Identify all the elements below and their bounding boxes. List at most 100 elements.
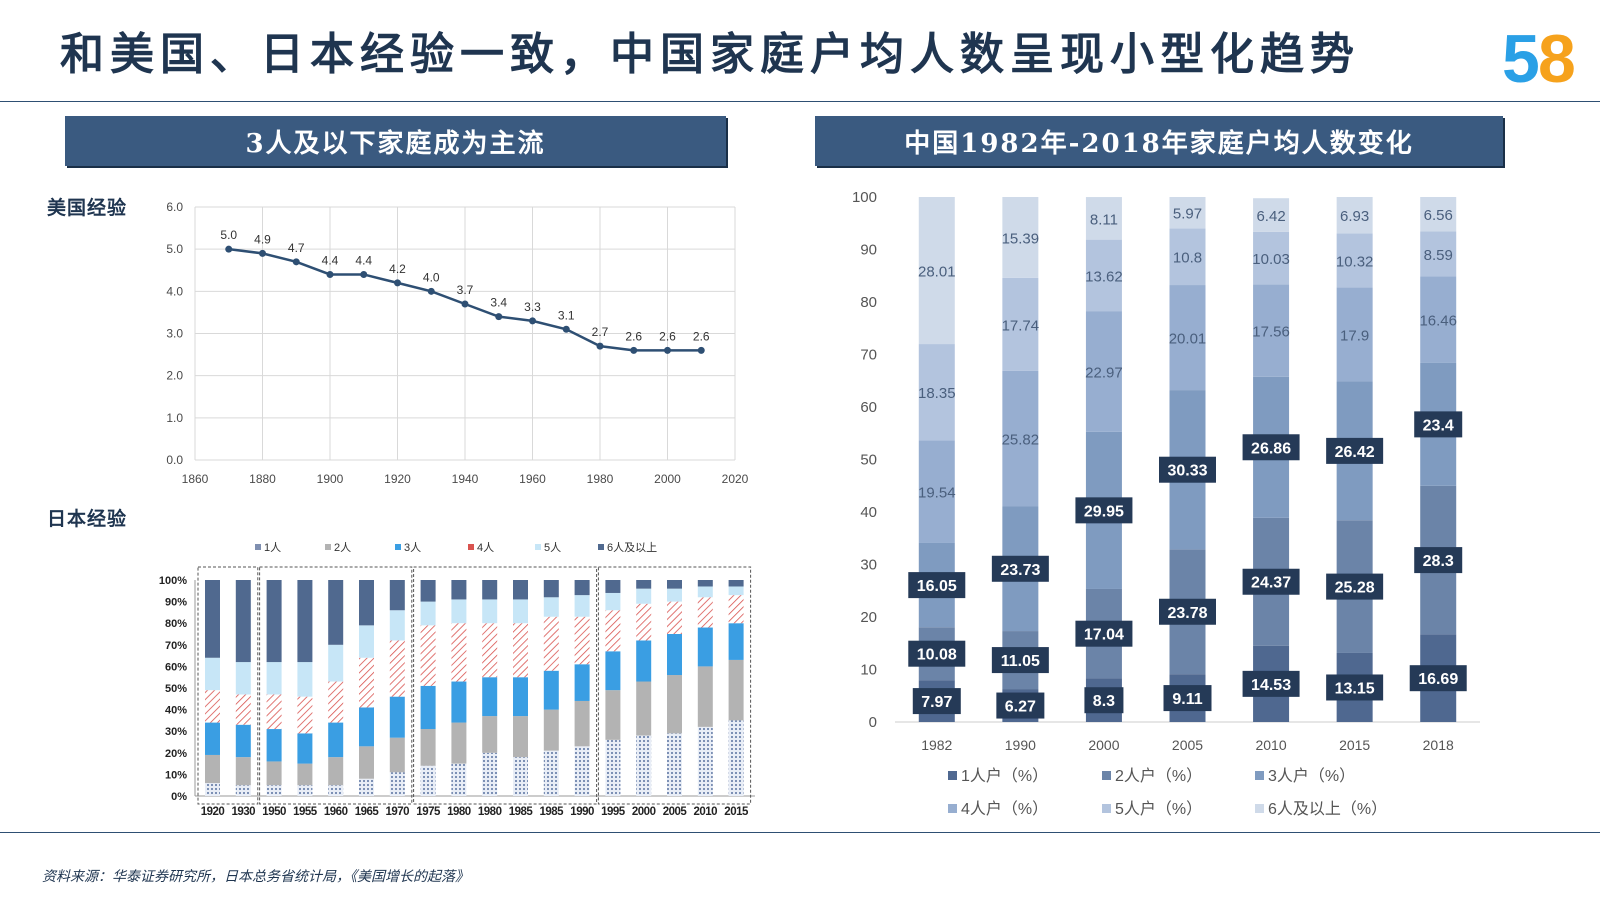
jp-bar-segment xyxy=(513,716,528,758)
jp-bar-segment xyxy=(543,670,559,710)
us-line-chart: 0.0 1.0 2.0 3.0 4.0 5.0 6.0 1860 1880 1900 1920 194… xyxy=(166,200,749,486)
cn-value-label: 28.3 xyxy=(1423,553,1454,570)
jp-xtick-label: 1960 xyxy=(324,806,348,818)
us-data-point xyxy=(664,346,671,354)
cn-ytick-label: 90 xyxy=(860,242,877,259)
cn-value-label: 10.08 xyxy=(917,647,957,664)
jp-bar-segment xyxy=(235,580,251,663)
cn-value-label: 30.33 xyxy=(1167,463,1207,480)
cn-value-label: 10.8 xyxy=(1173,250,1202,267)
jp-bar-segment xyxy=(636,681,652,736)
us-data-label: 4.2 xyxy=(389,262,406,276)
jp-bar-segment xyxy=(513,599,528,624)
jp-bar-segment xyxy=(205,783,220,796)
jp-legend-label: 5人 xyxy=(544,541,561,554)
cn-value-label: 18.35 xyxy=(918,385,956,402)
jp-xtick-label: 1930 xyxy=(232,806,256,818)
jp-legend-label: 3人 xyxy=(404,541,421,554)
cn-bar-segment xyxy=(1253,231,1290,285)
jp-ytick-label: 90% xyxy=(165,597,187,609)
jp-xtick-label: 1985 xyxy=(509,806,534,818)
cn-bar-segment xyxy=(1169,197,1206,229)
cn-value-badge xyxy=(1163,685,1212,712)
us-data-label: 3.3 xyxy=(524,300,541,314)
us-xtick-label: 1860 xyxy=(182,472,209,486)
cn-value-label: 23.4 xyxy=(1423,417,1454,434)
jp-bar-segment xyxy=(359,580,374,626)
cn-value-label: 8.59 xyxy=(1424,247,1453,264)
cn-value-label: 15.39 xyxy=(1002,230,1040,247)
cn-value-badge xyxy=(912,688,961,715)
cn-value-badge xyxy=(1075,620,1133,647)
us-data-label: 2.7 xyxy=(592,325,609,339)
cn-value-label: 20.01 xyxy=(1169,331,1207,348)
cn-value-label: 6.27 xyxy=(1005,699,1036,716)
cn-value-label: 26.42 xyxy=(1335,444,1375,461)
cn-value-label: 6.42 xyxy=(1256,208,1285,225)
jp-bar-segment xyxy=(543,709,559,751)
jp-bar-segment xyxy=(389,696,405,738)
jp-bar-segment xyxy=(420,601,436,626)
cn-xtick-label: 2010 xyxy=(1255,737,1286,753)
cn-bar-segment xyxy=(918,440,955,543)
jp-bar-segment xyxy=(697,597,713,628)
footer-rule xyxy=(0,832,1600,833)
jp-bar-segment xyxy=(266,580,282,663)
cn-ytick-label: 0 xyxy=(869,714,877,731)
jp-ytick-label: 70% xyxy=(165,640,187,652)
cn-value-label: 16.46 xyxy=(1419,313,1457,330)
cn-legend-swatch xyxy=(948,804,957,813)
jp-bar-segment xyxy=(543,580,559,598)
jp-xtick-label: 1980 xyxy=(447,806,471,818)
jp-bar-segment xyxy=(205,754,220,784)
us-data-label: 4.9 xyxy=(254,232,271,246)
cn-bar-segment xyxy=(1420,231,1457,277)
jp-bar-segment xyxy=(543,616,559,671)
cn-value-badge xyxy=(908,640,966,667)
cn-value-label: 22.97 xyxy=(1085,364,1123,381)
cn-value-badge xyxy=(1159,598,1216,625)
jp-bar-segment xyxy=(574,595,590,617)
jp-bar-segment xyxy=(235,662,251,695)
cn-value-badge xyxy=(991,555,1049,582)
jp-legend-swatch xyxy=(395,544,401,550)
jp-bar-segment xyxy=(574,616,590,665)
cn-ytick-label: 10 xyxy=(860,662,877,679)
cn-value-label: 29.95 xyxy=(1084,503,1124,520)
jp-bar-segment xyxy=(574,664,590,701)
jp-xtick-label: 2000 xyxy=(632,806,656,818)
cn-ytick-label: 80 xyxy=(860,294,877,311)
jp-bar-segment xyxy=(605,739,621,796)
cn-bar-segment xyxy=(1085,311,1122,432)
jp-bar-segment xyxy=(697,580,713,587)
cn-bar-segment xyxy=(918,344,955,441)
jp-bar-segment xyxy=(605,592,621,611)
page-title: 和美国、日本经验一致，中国家庭户均人数呈现小型化趋势 xyxy=(60,29,1360,80)
jp-bar-segment xyxy=(728,720,744,796)
jp-bar-segment xyxy=(482,716,498,753)
jp-ytick-label: 0% xyxy=(171,791,187,803)
cn-legend-label: 4人户（%） xyxy=(961,800,1048,818)
cn-xtick-label: 2018 xyxy=(1423,737,1454,753)
us-data-point xyxy=(259,249,266,257)
jp-bar-segment xyxy=(513,580,528,600)
jp-xtick-label: 1995 xyxy=(601,806,626,818)
cn-value-label: 7.97 xyxy=(921,694,952,711)
cn-bar-segment xyxy=(1420,276,1457,363)
cn-ytick-label: 70 xyxy=(860,347,877,364)
jp-bar-segment xyxy=(328,722,344,758)
jp-bar-segment xyxy=(605,580,621,593)
us-xtick-label: 2020 xyxy=(722,472,749,486)
cn-bar-segment xyxy=(1169,285,1206,391)
jp-bar-segment xyxy=(266,761,282,786)
cn-value-label: 10.32 xyxy=(1336,253,1374,270)
jp-bar-segment xyxy=(574,700,590,747)
cn-value-label: 14.53 xyxy=(1251,677,1291,694)
jp-legend-swatch xyxy=(535,544,541,550)
jp-bar-segment xyxy=(297,785,313,796)
cn-value-label: 13.15 xyxy=(1335,680,1375,697)
cn-value-label: 6.56 xyxy=(1424,207,1453,224)
cn-bar-segment xyxy=(1253,284,1290,377)
jp-bar-segment xyxy=(359,707,374,747)
cn-value-label: 19.54 xyxy=(918,485,956,502)
